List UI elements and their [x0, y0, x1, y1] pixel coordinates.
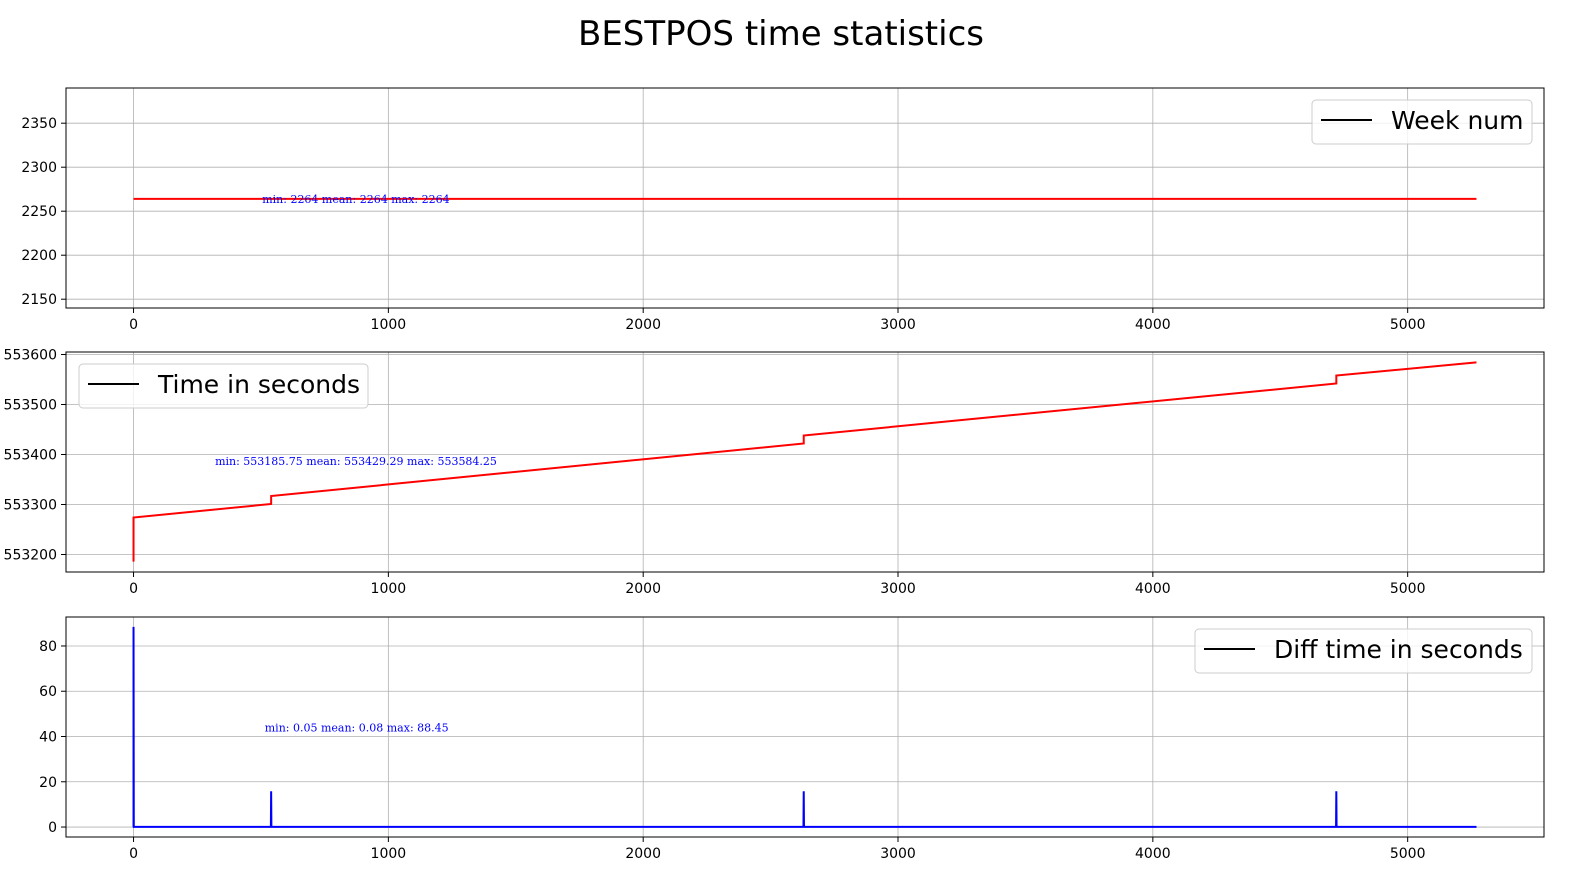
y-tick-label: 553400 [4, 448, 57, 464]
x-tick-label: 4000 [1135, 317, 1171, 333]
x-tick-label: 3000 [880, 317, 916, 333]
stats-annotation: min: 553185.75 mean: 553429.29 max: 5535… [215, 455, 497, 468]
y-tick-label: 40 [39, 730, 57, 746]
legend-box [78, 363, 369, 409]
figure-title: BESTPOS time statistics [578, 14, 984, 54]
x-tick-label: 4000 [1135, 581, 1171, 597]
x-tick-label: 5000 [1390, 581, 1426, 597]
week-num-panel: 0 1000 2000 3000 4000 5000 2150 2200 2250 2300 235… [21, 87, 1545, 333]
stats-annotation: min: 2264 mean: 2264 max: 2264 [262, 193, 449, 206]
series-line [132, 626, 1477, 828]
axes-frame [65, 87, 1545, 309]
y-tick-label: 2350 [21, 116, 57, 132]
y-tick-label: 2150 [21, 292, 57, 308]
x-tick-label: 2000 [625, 846, 661, 862]
legend-box [1311, 99, 1533, 145]
x-tick-label: 1000 [371, 317, 407, 333]
stats-annotation: min: 0.05 mean: 0.08 max: 88.45 [265, 721, 449, 734]
series-line [132, 361, 1477, 562]
y-tick-label: 553600 [4, 348, 57, 364]
diff-time-panel: 0 1000 2000 3000 4000 5000 0 20 40 60 80 min: 0.05 … [39, 616, 1545, 862]
y-tick-label: 553500 [4, 398, 57, 414]
x-tick-label: 4000 [1135, 846, 1171, 862]
y-tick-label: 80 [39, 639, 57, 655]
axes-frame [65, 616, 1545, 838]
legend-label: Time in seconds [157, 370, 360, 399]
x-tick-label: 1000 [371, 846, 407, 862]
x-tick-label: 3000 [880, 581, 916, 597]
x-tick-label: 3000 [880, 846, 916, 862]
x-tick-label: 2000 [625, 581, 661, 597]
time-in-seconds-panel: 0 1000 2000 3000 4000 5000 553200 553300 553400 5… [4, 348, 1545, 597]
legend: Week num [1311, 99, 1533, 145]
y-tick-label: 20 [39, 775, 57, 791]
x-tick-label: 0 [129, 846, 138, 862]
legend: Time in seconds [78, 363, 369, 409]
legend: Diff time in seconds [1194, 628, 1533, 674]
legend-box [1194, 628, 1533, 674]
y-tick-label: 60 [39, 684, 57, 700]
x-tick-label: 0 [129, 317, 138, 333]
y-tick-label: 553300 [4, 498, 57, 514]
x-tick-label: 0 [129, 581, 138, 597]
y-tick-label: 2300 [21, 160, 57, 176]
x-tick-label: 1000 [371, 581, 407, 597]
legend-label: Week num [1391, 106, 1523, 135]
y-tick-label: 2250 [21, 204, 57, 220]
x-tick-label: 5000 [1390, 846, 1426, 862]
axes-frame [65, 351, 1545, 573]
x-tick-label: 5000 [1390, 317, 1426, 333]
y-tick-label: 0 [48, 820, 57, 836]
y-tick-label: 2200 [21, 248, 57, 264]
x-tick-label: 2000 [625, 317, 661, 333]
legend-label: Diff time in seconds [1274, 635, 1523, 664]
y-tick-label: 553200 [4, 548, 57, 564]
